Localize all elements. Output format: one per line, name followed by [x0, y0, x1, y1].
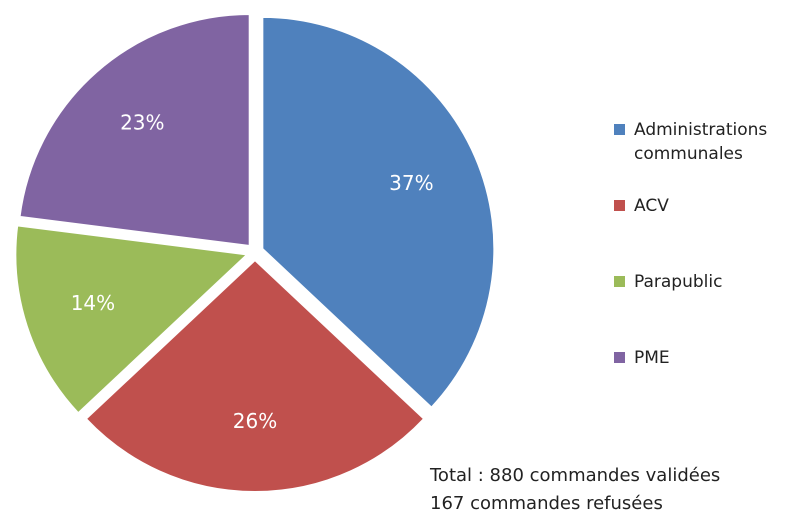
slice-label: 37%: [389, 171, 433, 195]
annotation: Total : 880 commandes validées: [430, 465, 721, 486]
legend-item: PME: [614, 346, 801, 422]
pie-slice: [261, 15, 496, 410]
legend-swatch: [614, 124, 625, 135]
legend-label: ACV: [634, 196, 669, 216]
legend: Administrations communales ACV Parapublic P…: [614, 118, 801, 422]
legend-item: Administrations communales: [614, 118, 801, 194]
slice-label: 14%: [71, 291, 115, 315]
legend-label: PME: [634, 348, 670, 368]
legend-swatch: [614, 276, 625, 287]
legend-swatch: [614, 200, 625, 211]
legend-item: ACV: [614, 194, 801, 270]
slice-label: 23%: [120, 111, 164, 135]
annotation: 167 commandes refusées: [430, 493, 663, 514]
legend-item: Parapublic: [614, 270, 801, 346]
pie-slice: [14, 224, 250, 415]
legend-label: Administrations communales: [634, 120, 768, 164]
legend-label: Parapublic: [634, 272, 723, 292]
annotation-block: Total : 880 commandes validées 167 comman…: [430, 462, 720, 518]
pie-slice: [84, 258, 426, 493]
pie-slice: [18, 12, 251, 248]
slice-label: 26%: [233, 409, 277, 433]
legend-swatch: [614, 352, 625, 363]
